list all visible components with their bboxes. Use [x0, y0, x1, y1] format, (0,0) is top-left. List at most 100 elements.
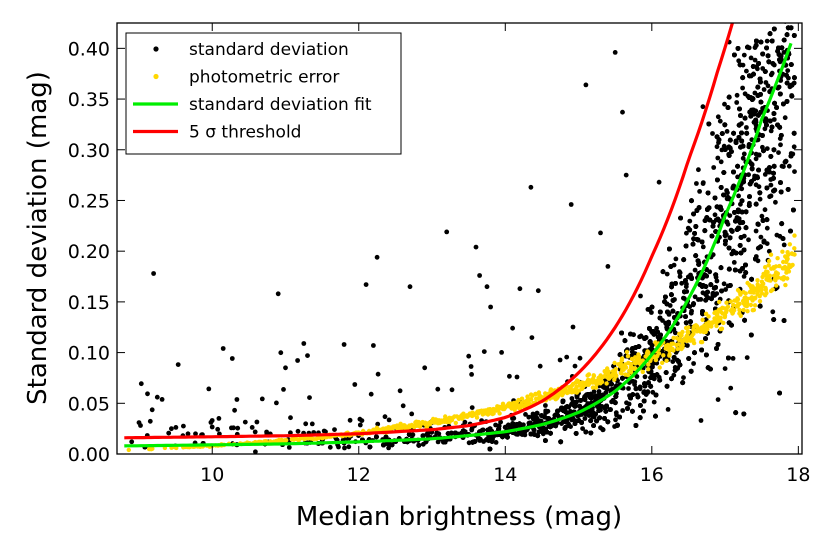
- std-point: [714, 144, 720, 150]
- std-point: [619, 330, 624, 336]
- std-point: [766, 248, 772, 254]
- std-point: [699, 239, 705, 245]
- std-point: [705, 190, 711, 196]
- std-point: [778, 133, 784, 138]
- std-point: [739, 198, 745, 204]
- std-point: [683, 314, 688, 319]
- std-point: [662, 299, 667, 305]
- std-point: [675, 365, 680, 371]
- std-point: [761, 87, 767, 92]
- std-point: [771, 317, 777, 322]
- std-point: [548, 430, 553, 436]
- std-point: [767, 194, 772, 200]
- std-point: [736, 58, 742, 64]
- std-point: [782, 115, 788, 121]
- std-point: [532, 432, 537, 437]
- plot-area: [124, 23, 797, 454]
- std-point: [746, 203, 752, 208]
- std-point: [342, 445, 347, 451]
- std-point: [784, 32, 790, 38]
- std-point: [771, 117, 777, 122]
- std-point: [726, 355, 731, 361]
- std-point: [646, 380, 651, 386]
- std-point: [253, 449, 258, 454]
- std-point: [785, 68, 791, 73]
- std-point: [726, 153, 732, 159]
- std-point: [653, 392, 659, 398]
- std-point: [732, 52, 737, 58]
- std-point: [708, 282, 714, 288]
- std-point: [773, 199, 778, 205]
- std-point: [771, 26, 777, 32]
- std-point: [746, 172, 751, 178]
- std-point: [692, 267, 698, 273]
- std-point: [613, 417, 618, 423]
- std-point: [670, 359, 676, 364]
- std-point: [617, 414, 622, 420]
- std-point: [710, 131, 715, 136]
- std-point: [600, 392, 606, 398]
- std-point: [546, 416, 552, 421]
- std-point: [762, 207, 768, 213]
- std-point: [748, 332, 754, 338]
- std-point: [527, 420, 533, 426]
- std-point: [687, 218, 693, 224]
- std-point: [733, 410, 739, 416]
- std-point: [543, 438, 548, 443]
- std-point: [744, 68, 749, 74]
- std-point: [689, 308, 694, 314]
- std-point: [528, 431, 534, 437]
- std-point: [580, 426, 585, 431]
- std-point: [741, 247, 747, 253]
- std-point: [741, 151, 747, 157]
- std-point: [692, 294, 698, 300]
- std-point: [677, 274, 683, 279]
- std-point: [786, 163, 792, 169]
- std-point: [771, 163, 777, 169]
- std-point: [689, 198, 694, 204]
- std-point: [638, 293, 643, 299]
- std-point: [696, 205, 702, 211]
- std-point: [591, 389, 597, 395]
- std-point: [654, 325, 659, 331]
- std-point: [777, 390, 782, 396]
- std-point: [768, 128, 774, 134]
- std-point: [690, 241, 696, 247]
- std-point: [751, 71, 756, 77]
- std-point: [760, 218, 766, 223]
- std-point: [434, 430, 440, 436]
- std-point: [711, 220, 716, 225]
- std-point: [700, 104, 706, 110]
- std-point: [682, 289, 687, 295]
- std-point: [713, 229, 719, 235]
- std-point: [577, 403, 583, 409]
- std-point: [608, 407, 613, 412]
- std-point: [771, 111, 777, 116]
- std-point: [702, 218, 708, 224]
- std-point: [727, 213, 733, 219]
- std-point: [791, 144, 797, 150]
- std-point: [715, 397, 721, 402]
- std-point: [791, 207, 796, 213]
- std-point: [721, 192, 726, 198]
- std-point: [695, 237, 701, 243]
- std-point: [767, 31, 773, 37]
- std-point: [784, 99, 790, 104]
- std-point: [723, 238, 728, 244]
- std-point: [453, 430, 458, 436]
- std-point: [692, 350, 697, 356]
- std-point: [469, 427, 475, 433]
- std-point: [743, 270, 749, 276]
- std-point: [466, 440, 472, 446]
- std-point: [724, 188, 729, 193]
- std-point: [660, 269, 666, 275]
- std-point: [642, 374, 648, 380]
- std-point: [788, 25, 794, 31]
- std-point: [731, 130, 736, 136]
- std-point: [749, 162, 755, 168]
- std-point: [461, 428, 466, 434]
- std-point: [681, 375, 686, 380]
- std-point: [696, 167, 701, 173]
- std-point: [739, 130, 744, 136]
- std-point: [755, 175, 760, 181]
